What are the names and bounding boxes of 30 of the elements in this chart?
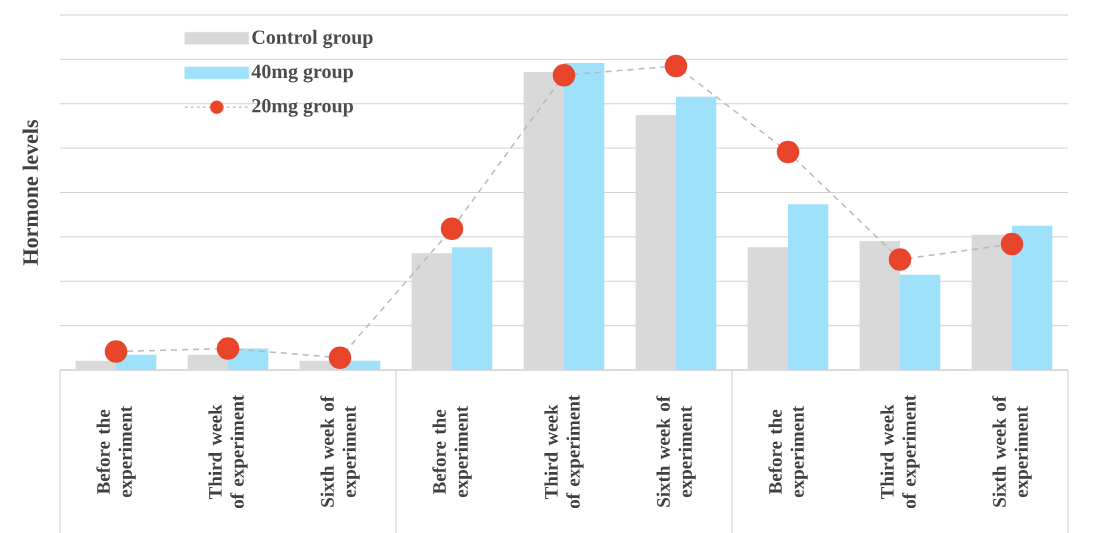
x-tick-label: Before the experiment — [432, 406, 472, 498]
point — [888, 248, 912, 271]
x-tick-label: Before the experiment — [768, 406, 808, 498]
bar — [1011, 225, 1053, 370]
x-tick-label: Third week of experiment — [208, 394, 248, 509]
legend-label: Control group — [252, 29, 373, 49]
bar — [676, 96, 717, 370]
x-tick-label: Third week of experiment — [880, 394, 920, 509]
legend-label: 40mg group — [251, 64, 353, 83]
bar — [564, 62, 605, 370]
bar — [75, 360, 117, 370]
legend-label: 20mg group — [252, 99, 353, 117]
point — [216, 337, 240, 360]
x-tick-label: Sixth week of experiment — [992, 395, 1032, 507]
point — [1000, 232, 1024, 256]
bar — [899, 274, 941, 370]
x-tick-label: Third week of experiment — [544, 394, 584, 509]
point — [328, 346, 352, 369]
bar — [187, 354, 229, 370]
bar — [788, 204, 829, 370]
y-axis-title: Hormone levels — [22, 120, 39, 266]
x-tick-label: Before the experiment — [96, 406, 136, 498]
x-tick-label: Sixth week of experiment — [656, 395, 696, 507]
bar — [452, 247, 493, 370]
point — [552, 63, 576, 87]
point — [776, 140, 800, 164]
point — [440, 217, 464, 240]
point — [664, 54, 688, 78]
point — [104, 340, 128, 363]
x-tick-label: Sixth week of experiment — [320, 395, 360, 507]
